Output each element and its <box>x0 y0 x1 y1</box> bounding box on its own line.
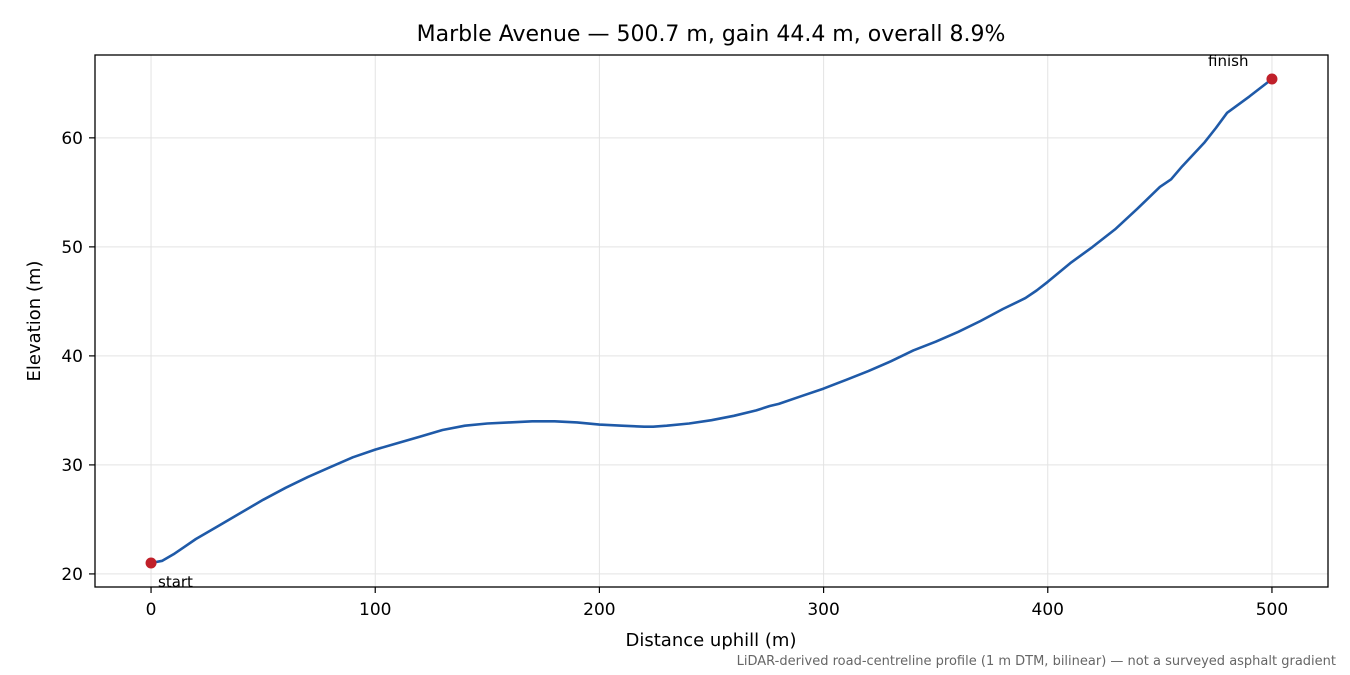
y-axis-label: Elevation (m) <box>24 261 45 382</box>
x-tick-label: 300 <box>807 600 839 620</box>
y-tick-label: 20 <box>61 565 83 585</box>
y-tick-label: 30 <box>61 456 83 476</box>
plot-area <box>145 73 1278 569</box>
x-axis-label: Distance uphill (m) <box>626 630 797 651</box>
y-tick-label: 60 <box>61 129 83 149</box>
finish-annotation: finish <box>1208 52 1248 70</box>
x-tick-label: 400 <box>1032 600 1064 620</box>
footnote: LiDAR-derived road-centreline profile (1… <box>737 654 1336 669</box>
x-tick-label: 0 <box>146 600 157 620</box>
chart-title: Marble Avenue — 500.7 m, gain 44.4 m, ov… <box>417 22 1006 47</box>
x-tick-label: 200 <box>583 600 615 620</box>
axis-ticks: 0 100 200 300 400 500 20 30 40 50 60 <box>61 129 1288 620</box>
finish-marker <box>1266 73 1278 85</box>
plot-frame <box>94 54 1329 588</box>
start-marker <box>145 557 157 569</box>
y-tick-label: 40 <box>61 347 83 367</box>
grid <box>95 55 1328 587</box>
elevation-line <box>149 77 1274 565</box>
start-annotation: start <box>158 573 193 591</box>
x-tick-label: 500 <box>1256 600 1288 620</box>
y-tick-label: 50 <box>61 238 83 258</box>
x-tick-label: 100 <box>359 600 391 620</box>
